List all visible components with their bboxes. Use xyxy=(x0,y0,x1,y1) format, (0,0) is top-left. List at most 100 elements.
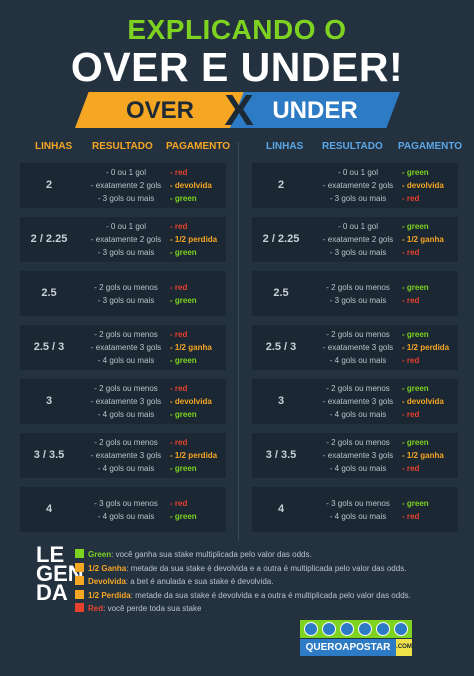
table-row: 2.5 / 3 - 2 gols ou menos - exatamente 3 g… xyxy=(20,325,226,370)
legend-title-line: GEN xyxy=(36,561,84,586)
over-banner-label: OVER xyxy=(125,97,194,124)
row-pagamento: - green - 1/2 perdida - red xyxy=(402,328,458,367)
resultado-line: - 3 gols ou mais xyxy=(97,194,155,203)
legend-term: 1/2 Ganha xyxy=(88,563,127,573)
legend-item: Green: você ganha sua stake multiplicada… xyxy=(75,549,312,559)
row-resultado: - 2 gols ou menos - exatamente 3 gols - 4 … xyxy=(78,382,174,421)
pagamento-line: - 1/2 ganha xyxy=(402,235,444,244)
resultado-line: - 3 gols ou menos xyxy=(326,499,390,508)
row-linha: 2.5 xyxy=(273,287,289,299)
row-pagamento: - green - red xyxy=(402,281,458,307)
pagamento-line: - 1/2 perdida xyxy=(402,343,450,352)
resultado-line: - 2 gols ou menos xyxy=(326,330,390,339)
ball-icon xyxy=(376,622,390,636)
pagamento-line: - 1/2 perdida xyxy=(170,235,218,244)
table-row: 2 - 0 ou 1 gol - exatamente 2 gols - 3 gols… xyxy=(20,163,226,208)
pagamento-line: - red xyxy=(402,356,420,365)
row-linha: 2 xyxy=(45,179,53,191)
legend-swatch xyxy=(75,549,84,558)
resultado-line: - exatamente 3 gols xyxy=(322,343,394,352)
resultado-line: - exatamente 2 gols xyxy=(90,235,162,244)
ball-icon xyxy=(358,622,372,636)
row-pagamento: - red - 1/2 perdida - green xyxy=(170,436,226,475)
row-pagamento: - green - red xyxy=(402,497,458,523)
resultado-line: - 0 ou 1 gol xyxy=(105,168,147,177)
pagamento-line: - 1/2 ganha xyxy=(170,343,212,352)
resultado-line: - exatamente 3 gols xyxy=(322,451,394,460)
legend-text: : você ganha sua stake multiplicada pelo… xyxy=(111,550,312,559)
resultado-line: - 0 ou 1 gol xyxy=(337,222,379,231)
row-pagamento: - red - 1/2 perdida - green xyxy=(170,220,226,259)
resultado-line: - 2 gols ou menos xyxy=(94,384,158,393)
logo-text: QUEROAPOSTAR xyxy=(300,639,396,656)
row-pagamento: - red - 1/2 ganha - green xyxy=(170,328,226,367)
row-pagamento: - green - devolvida - red xyxy=(402,166,458,205)
pagamento-line: - green xyxy=(402,168,429,177)
row-resultado: - 2 gols ou menos - exatamente 3 gols - 4 … xyxy=(310,328,406,367)
row-linha: 2 / 2.25 xyxy=(30,233,68,245)
resultado-line: - 3 gols ou mais xyxy=(329,248,387,257)
table-row: 4 - 3 gols ou menos - 4 gols ou mais - gree… xyxy=(252,487,458,532)
table-row: 3 - 2 gols ou menos - exatamente 3 gols - 4… xyxy=(20,379,226,424)
queroapostar-logo: QUEROAPOSTAR .COM xyxy=(300,620,412,658)
resultado-line: - 4 gols ou mais xyxy=(329,410,387,419)
pagamento-line: - green xyxy=(170,248,197,257)
pagamento-line: - green xyxy=(170,410,197,419)
row-resultado: - 3 gols ou menos - 4 gols ou mais xyxy=(78,497,174,523)
pagamento-line: - green xyxy=(170,296,197,305)
legend-text: : a bet é anulada e sua stake é devolvid… xyxy=(125,577,274,586)
under-header-pagamento: PAGAMENTO xyxy=(398,141,463,152)
over-header-pagamento: PAGAMENTO xyxy=(166,141,231,152)
ball-icon xyxy=(394,622,408,636)
resultado-line: - 4 gols ou mais xyxy=(97,512,155,521)
row-resultado: - 2 gols ou menos - 3 gols ou mais xyxy=(310,281,406,307)
legend-text: : metade da sua stake é devolvida e a ou… xyxy=(130,590,411,600)
row-resultado: - 2 gols ou menos - exatamente 3 gols - 4 … xyxy=(78,328,174,367)
resultado-line: - 3 gols ou mais xyxy=(329,194,387,203)
under-header-resultado: RESULTADO xyxy=(322,141,383,152)
pagamento-line: - red xyxy=(402,248,420,257)
legend-swatch xyxy=(75,576,84,585)
resultado-line: - 2 gols ou menos xyxy=(94,330,158,339)
row-linha: 4 xyxy=(277,503,285,515)
resultado-line: - 2 gols ou menos xyxy=(94,283,158,292)
pagamento-line: - red xyxy=(402,512,420,521)
ball-icon xyxy=(304,622,318,636)
legend-title: LE GEN DA xyxy=(36,544,84,605)
resultado-line: - 3 gols ou menos xyxy=(94,499,158,508)
resultado-line: - 4 gols ou mais xyxy=(329,464,387,473)
pagamento-line: - green xyxy=(170,512,197,521)
resultado-line: - 2 gols ou menos xyxy=(326,384,390,393)
legend-item: 1/2 Perdida: metade da sua stake é devol… xyxy=(75,589,411,600)
legend-item: 1/2 Ganha: metade da sua stake é devolvi… xyxy=(75,562,406,573)
pagamento-line: - 1/2 perdida xyxy=(170,451,218,460)
column-divider xyxy=(238,142,239,540)
row-linha: 4 xyxy=(45,503,53,515)
resultado-line: - 3 gols ou mais xyxy=(97,296,155,305)
row-resultado: - 2 gols ou menos - exatamente 3 gols - 4 … xyxy=(78,436,174,475)
legend-swatch xyxy=(75,603,84,612)
pagamento-line: - red xyxy=(170,222,188,231)
legend-swatch xyxy=(75,589,84,599)
over-header-resultado: RESULTADO xyxy=(92,141,153,152)
legend-swatch xyxy=(75,562,84,572)
row-pagamento: - red - green xyxy=(170,497,226,523)
ball-icon xyxy=(322,622,336,636)
pagamento-line: - green xyxy=(402,438,429,447)
legend-title-line: DA xyxy=(36,580,68,605)
pagamento-line: - green xyxy=(402,283,429,292)
row-pagamento: - green - devolvida - red xyxy=(402,382,458,421)
table-row: 3 - 2 gols ou menos - exatamente 3 gols - 4… xyxy=(252,379,458,424)
legend-term: Devolvida xyxy=(88,577,126,586)
logo-tag: .COM xyxy=(396,639,412,656)
title-line-2: OVER E UNDER! xyxy=(70,44,404,90)
resultado-line: - 3 gols ou mais xyxy=(97,248,155,257)
resultado-line: - exatamente 2 gols xyxy=(322,235,394,244)
row-resultado: - 3 gols ou menos - 4 gols ou mais xyxy=(310,497,406,523)
table-row: 2.5 - 2 gols ou menos - 3 gols ou mais - re… xyxy=(20,271,226,316)
table-row: 4 - 3 gols ou menos - 4 gols ou mais - red -… xyxy=(20,487,226,532)
resultado-line: - exatamente 2 gols xyxy=(322,181,394,190)
pagamento-line: - red xyxy=(402,296,420,305)
row-resultado: - 2 gols ou menos - exatamente 3 gols - 4 … xyxy=(310,382,406,421)
resultado-line: - 2 gols ou menos xyxy=(326,283,390,292)
